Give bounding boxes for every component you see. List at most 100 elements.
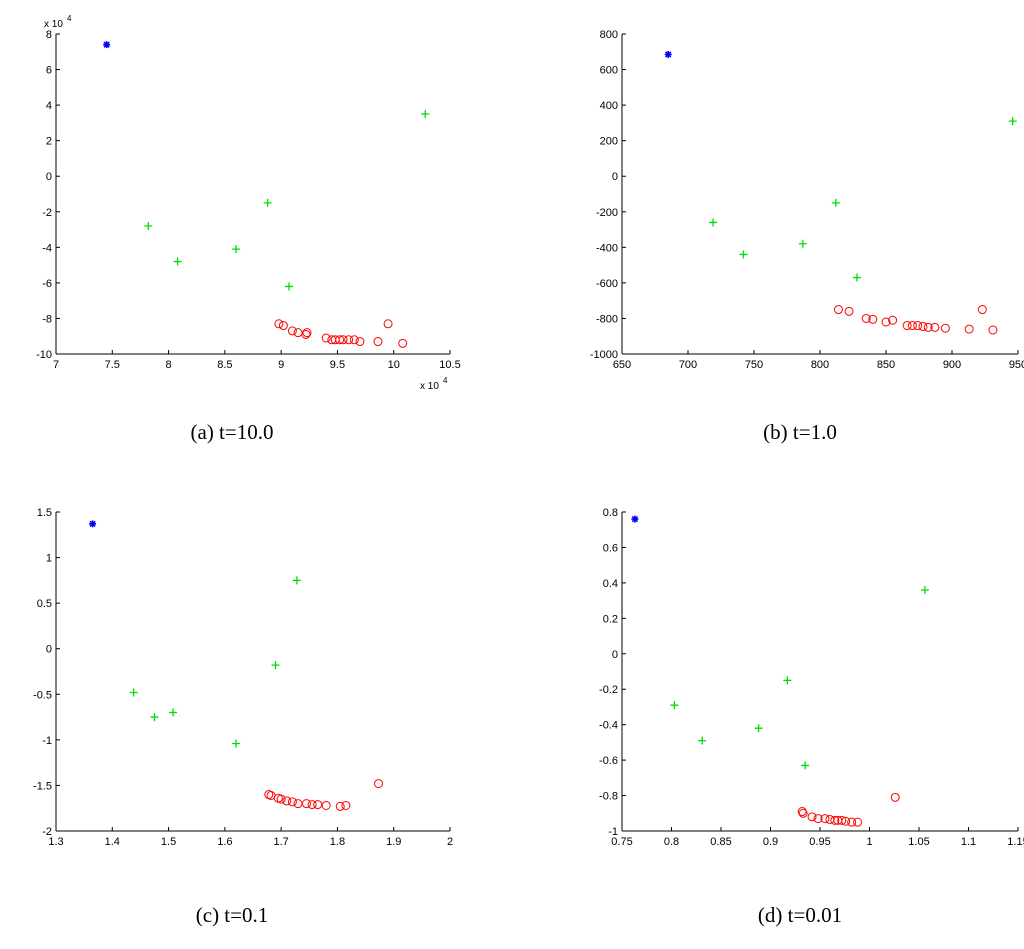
data-point-circle xyxy=(902,321,912,331)
data-point-circle xyxy=(940,323,950,333)
data-point-circle xyxy=(287,797,297,807)
data-point-plus xyxy=(670,701,679,710)
y-tick-label: 0.6 xyxy=(603,542,618,554)
data-point-circle xyxy=(964,324,974,334)
x-tick-label: 9.5 xyxy=(330,359,345,371)
y-tick-label: 0.2 xyxy=(603,613,618,625)
x-tick-label: 1.8 xyxy=(330,836,345,848)
data-point-circle xyxy=(307,800,317,810)
data-point-circle xyxy=(335,335,345,345)
y-tick-label: 0.5 xyxy=(37,598,52,610)
data-point-circle xyxy=(977,305,987,315)
data-point-circle xyxy=(888,315,898,325)
data-point-circle xyxy=(287,326,297,336)
data-point-plus xyxy=(144,222,153,230)
x-tick-label: 850 xyxy=(877,359,895,371)
y-tick-label: 6 xyxy=(46,65,52,77)
x-tick-label: 700 xyxy=(679,359,697,371)
data-point-plus xyxy=(232,739,241,748)
data-point-circle xyxy=(881,317,891,327)
x-tick-label: 7 xyxy=(53,359,59,371)
y-tick-label: -800 xyxy=(596,313,618,325)
data-point-circle xyxy=(349,335,359,345)
y-tick-label: 0 xyxy=(612,649,618,661)
x-tick-label: 0.9 xyxy=(763,836,778,848)
x-tick-label: 1.1 xyxy=(961,836,976,848)
y-tick-label: 0 xyxy=(46,644,52,656)
x-tick-label: 8 xyxy=(166,359,172,371)
x-tick-label: 800 xyxy=(811,359,829,371)
x-tick-label: 1.3 xyxy=(48,836,63,848)
data-point-plus xyxy=(285,282,294,291)
y-tick-label: -0.6 xyxy=(599,755,618,767)
data-point-circle xyxy=(853,817,863,827)
data-point-plus xyxy=(173,257,182,266)
y-tick-label: 2 xyxy=(46,136,52,148)
x-tick-label: 7.5 xyxy=(105,359,120,371)
data-point-circle xyxy=(301,799,311,809)
y-tick-label: -200 xyxy=(596,207,618,219)
data-point-circle xyxy=(930,322,940,332)
data-point-plus xyxy=(232,245,241,254)
x-tick-label: 1 xyxy=(866,836,872,848)
x-tick-label: 950 xyxy=(1009,359,1024,371)
caption-b: (b) t=1.0 xyxy=(763,420,837,444)
data-point-circle xyxy=(913,321,923,331)
y-tick-label: -2 xyxy=(42,826,52,838)
data-point-plus xyxy=(783,676,792,685)
data-point-plus xyxy=(1008,117,1017,126)
y-tick-label: 0.4 xyxy=(603,578,618,590)
y-tick-label: -0.2 xyxy=(599,684,618,696)
x-tick-label: 1.15 xyxy=(1007,836,1024,848)
y-tick-label: 8 xyxy=(46,29,52,41)
caption-a: (a) t=10.0 xyxy=(190,420,274,444)
data-point-circle xyxy=(830,815,840,825)
data-point-circle xyxy=(274,319,284,329)
y-tick-label: 600 xyxy=(600,65,618,77)
data-point-circle xyxy=(918,321,928,331)
y-tick-label: -2 xyxy=(42,207,52,219)
data-point-plus xyxy=(150,713,159,722)
x-tick-label: 10.5 xyxy=(439,359,460,371)
data-point-circle xyxy=(338,335,348,345)
data-point-circle xyxy=(861,313,871,323)
y-tick-label: 400 xyxy=(600,100,618,112)
y-tick-label: 0 xyxy=(612,171,618,183)
data-point-plus xyxy=(129,688,138,697)
data-point-circle xyxy=(844,306,854,316)
y-tick-label: -10 xyxy=(36,349,52,361)
data-point-plus xyxy=(271,661,280,670)
data-point-plus xyxy=(754,724,763,733)
data-point-circle xyxy=(344,335,354,345)
data-point-circle xyxy=(355,337,365,347)
data-point-circle xyxy=(341,800,351,810)
data-point-circle xyxy=(890,792,900,802)
x-tick-label: 0.8 xyxy=(664,836,679,848)
x-tick-label: 1.4 xyxy=(105,836,120,848)
data-point-circle xyxy=(820,814,830,824)
data-point-plus xyxy=(852,273,861,282)
data-point-circle xyxy=(276,794,286,804)
data-point-circle xyxy=(847,817,857,827)
data-point-circle xyxy=(837,815,847,825)
y-multiplier-exponent: 4 xyxy=(67,14,72,23)
x-tick-label: 0.85 xyxy=(710,836,731,848)
data-point-circle xyxy=(383,319,393,329)
data-point-circle xyxy=(282,796,292,806)
y-tick-label: 0 xyxy=(46,171,52,183)
y-tick-label: 200 xyxy=(600,136,618,148)
y-tick-label: -0.4 xyxy=(599,720,618,732)
y-tick-label: -6 xyxy=(42,278,52,290)
data-point-circle xyxy=(374,779,384,789)
x-tick-label: 1.9 xyxy=(386,836,401,848)
x-tick-label: 0.75 xyxy=(611,836,632,848)
data-point-star xyxy=(664,50,672,58)
data-point-star xyxy=(631,515,639,523)
y-tick-label: 1.5 xyxy=(37,507,52,519)
data-point-plus xyxy=(169,708,178,717)
data-point-circle xyxy=(841,816,851,826)
y-tick-label: 0.8 xyxy=(603,507,618,519)
y-tick-label: -1.5 xyxy=(33,780,52,792)
